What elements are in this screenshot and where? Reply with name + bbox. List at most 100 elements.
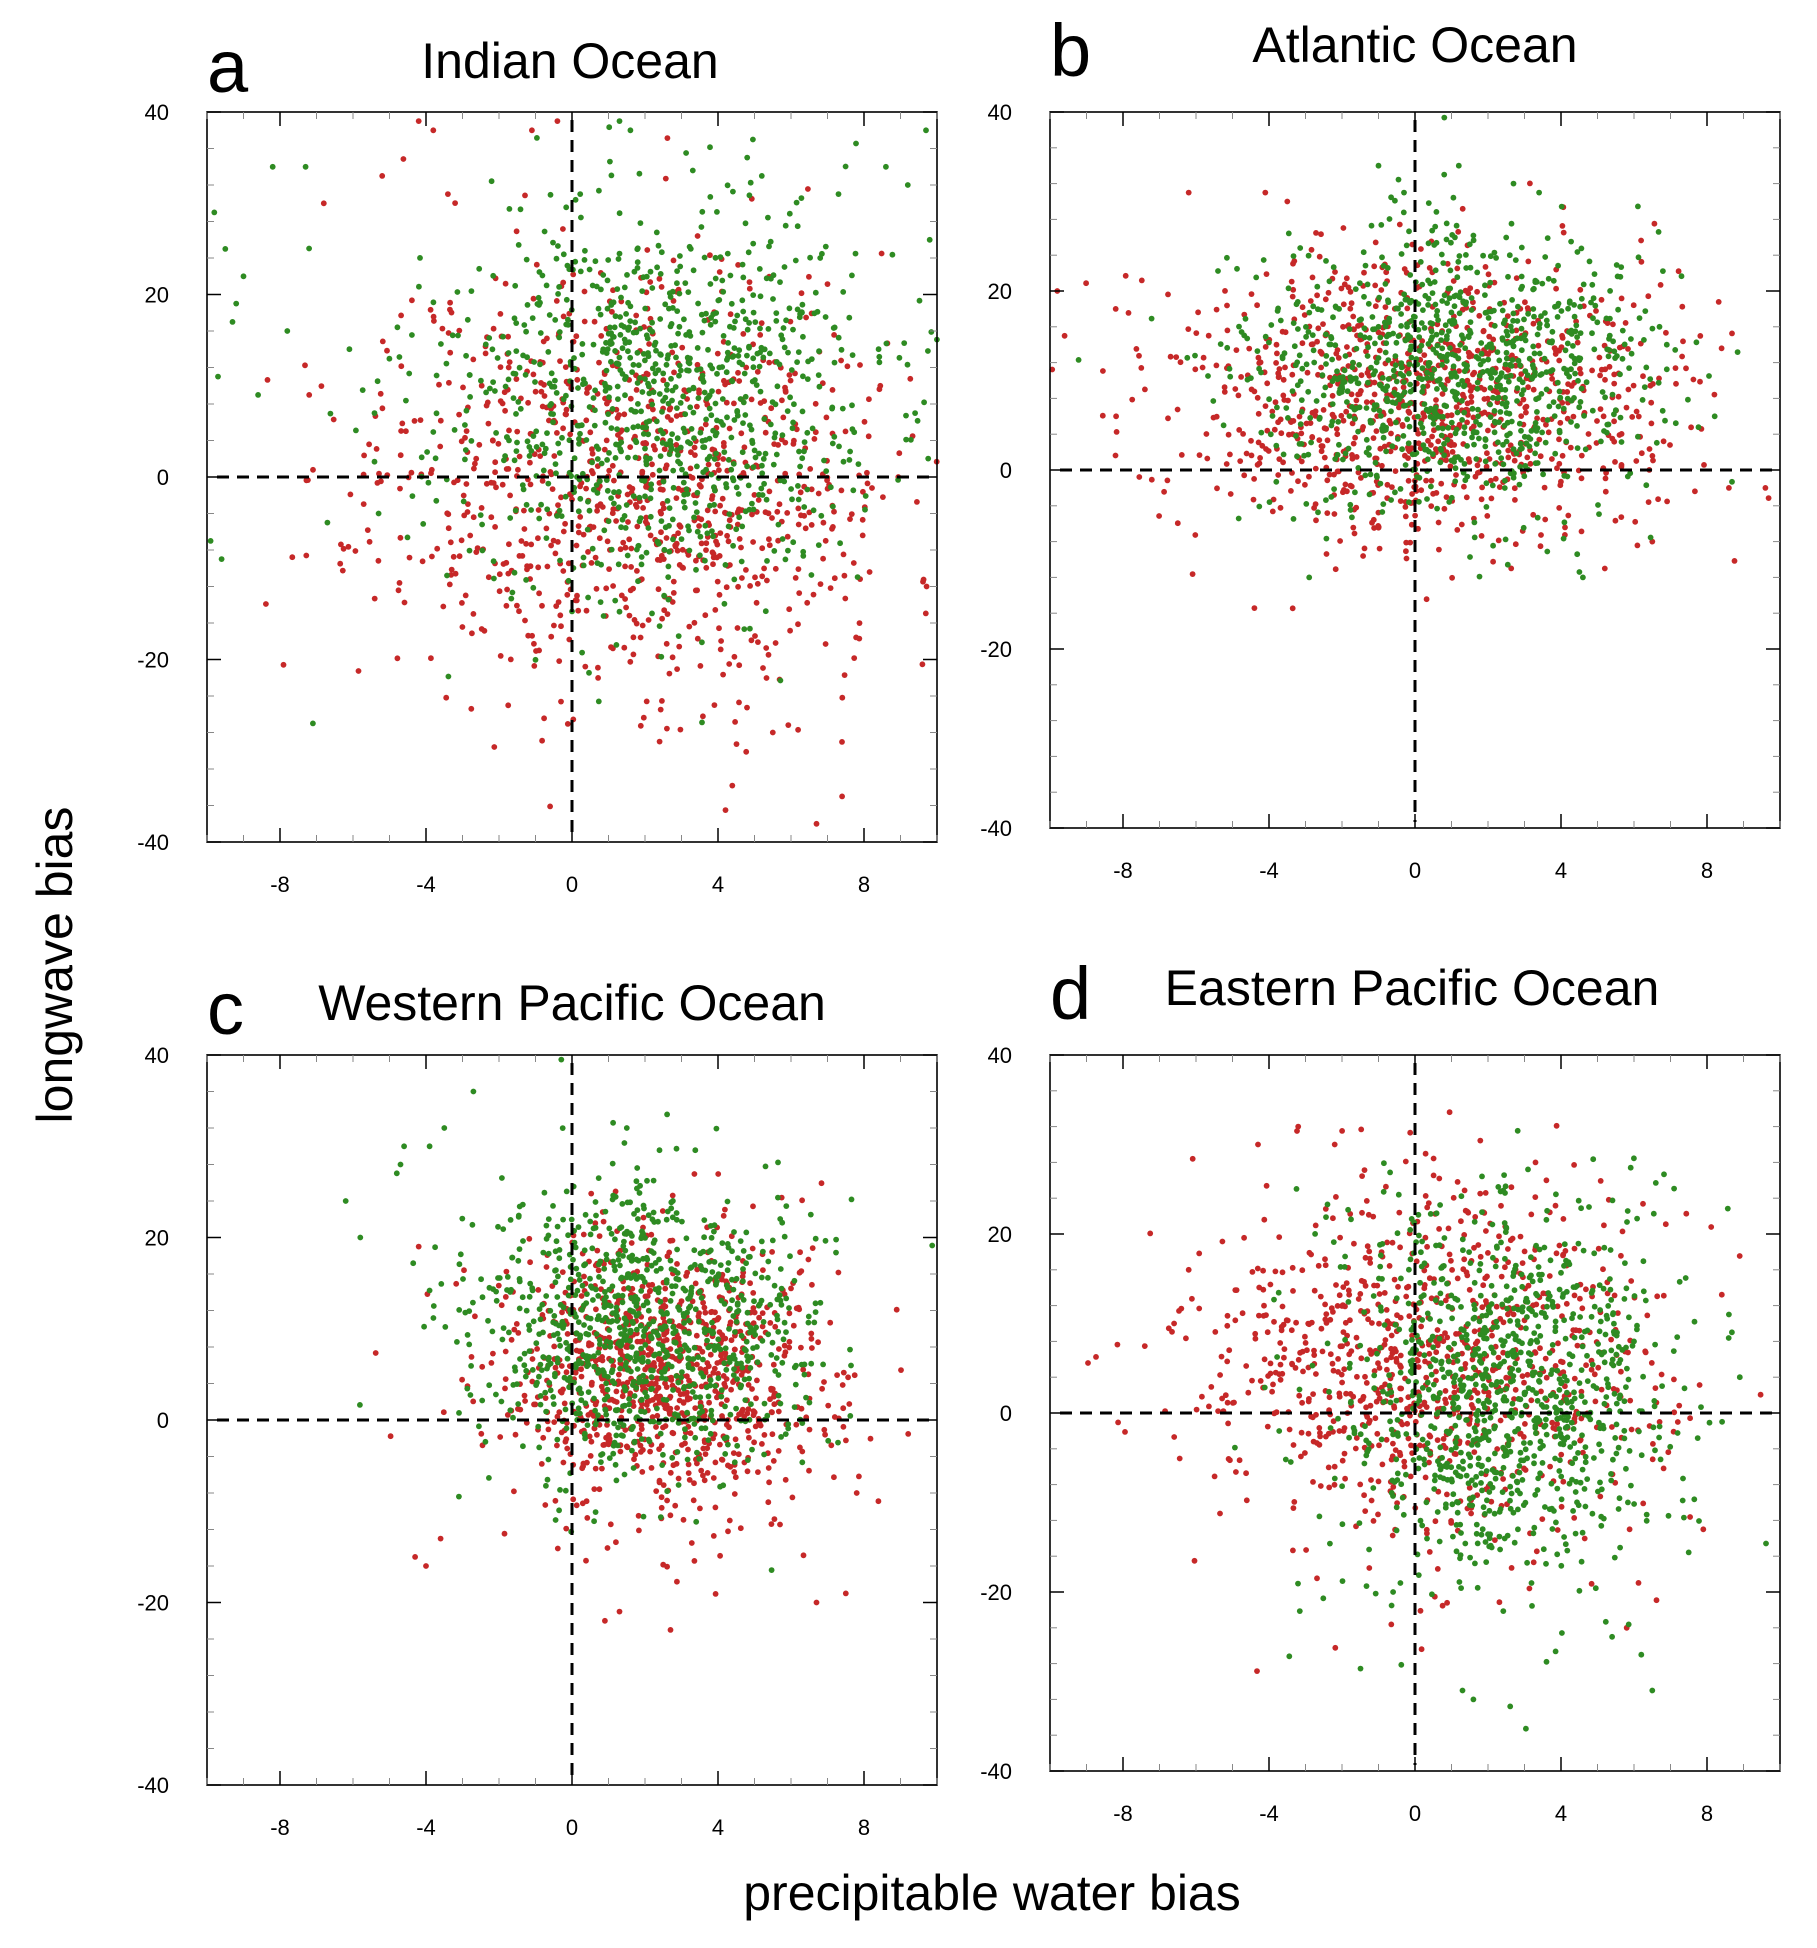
scatter-point-red [1468,399,1475,405]
scatter-point-red [1138,277,1145,284]
scatter-point-green [1509,297,1515,303]
scatter-point-green [1376,294,1382,301]
scatter-point-green [555,243,561,249]
scatter-point-red [623,1343,629,1350]
scatter-point-red [768,1409,775,1415]
scatter-point-green [708,412,715,419]
scatter-point-green [1454,409,1461,416]
scatter-point-red [819,1385,825,1392]
scatter-point-green [1467,554,1473,560]
scatter-point-green [467,394,473,400]
scatter-point-red [598,333,605,339]
scatter-point-red [784,533,791,540]
scatter-point-green [632,454,639,461]
scatter-point-green [695,395,702,401]
scatter-point-green [1500,461,1507,468]
scatter-point-green [928,329,935,335]
scatter-point-green [1415,301,1422,307]
scatter-point-red [1479,484,1485,491]
scatter-point-red [657,486,664,493]
scatter-point-red [1474,288,1480,295]
scatter-point-green [233,300,240,307]
scatter-point-green [1439,345,1446,352]
scatter-point-red [572,597,579,604]
scatter-point-red [824,477,830,484]
scatter-point-red [674,547,681,554]
scatter-point-green [810,507,817,514]
scatter-point-green [1433,331,1440,338]
scatter-point-green [1266,396,1272,403]
scatter-point-green [674,308,681,314]
scatter-point-red [670,578,677,585]
scatter-point-green [640,351,647,357]
scatter-point-red [508,1336,515,1343]
scatter-point-green [726,511,733,517]
scatter-point-green [1555,403,1562,410]
scatter-point-green [592,407,598,414]
scatter-point-green [1560,535,1567,542]
scatter-point-red [1214,485,1220,492]
scatter-point-red [1512,497,1518,503]
scatter-point-green [1380,262,1387,269]
scatter-point-green [683,332,689,338]
scatter-point-red [856,635,863,642]
scatter-point-red [1313,230,1319,236]
scatter-point-green [1320,392,1327,399]
scatter-point-green [1418,342,1425,349]
scatter-point-red [1243,450,1250,457]
scatter-point-green [1571,360,1578,367]
scatter-point-green [624,552,631,559]
scatter-point-green [433,410,440,417]
scatter-point-green [616,118,623,124]
scatter-point-green [690,267,697,274]
scatter-point-green [1346,326,1353,333]
scatter-point-green [661,546,668,553]
scatter-point-red [567,431,574,438]
scatter-point-green [791,401,797,408]
scatter-point-green [1347,507,1354,513]
scatter-point-red [647,1287,654,1294]
scatter-point-red [703,564,710,571]
scatter-point-red [720,671,726,678]
scatter-point-red [1633,408,1640,415]
scatter-point-green [430,429,437,435]
scatter-point-green [1468,307,1475,313]
scatter-point-green [1392,362,1399,369]
scatter-point-red [500,561,507,567]
scatter-point-green [590,395,597,401]
scatter-point-red [573,1347,580,1354]
scatter-point-green [1336,441,1342,448]
scatter-point-red [488,479,495,486]
scatter-point-green [1552,450,1559,457]
scatter-point-green [577,268,584,275]
scatter-point-red [575,523,582,529]
scatter-point-green [1449,351,1456,358]
scatter-point-green [477,512,484,518]
scatter-point-red [518,538,525,544]
y-tick-label: 20 [988,279,1012,304]
scatter-point-red [804,599,811,606]
scatter-point-green [1355,465,1362,471]
scatter-point-green [903,412,909,419]
scatter-point-red [1598,366,1605,373]
scatter-point-red [352,548,359,554]
scatter-point-red [1265,448,1272,454]
scatter-point-red [462,592,469,599]
scatter-point-green [1349,404,1355,410]
scatter-point-green [1398,323,1404,329]
scatter-point-red [613,1539,619,1546]
scatter-point-red [1549,375,1555,382]
scatter-point-red [1203,431,1210,437]
scatter-point-green [1568,366,1574,373]
scatter-point-green [510,395,517,401]
scatter-point-green [1389,443,1396,450]
scatter-point-red [408,469,415,476]
scatter-point-red [1256,360,1263,366]
scatter-point-green [512,282,519,289]
scatter-point-green [789,425,796,432]
scatter-point-green [1366,335,1373,341]
scatter-point-green [580,381,586,388]
scatter-point-red [1718,345,1725,352]
scatter-point-green [1428,483,1434,490]
scatter-point-green [526,453,533,459]
